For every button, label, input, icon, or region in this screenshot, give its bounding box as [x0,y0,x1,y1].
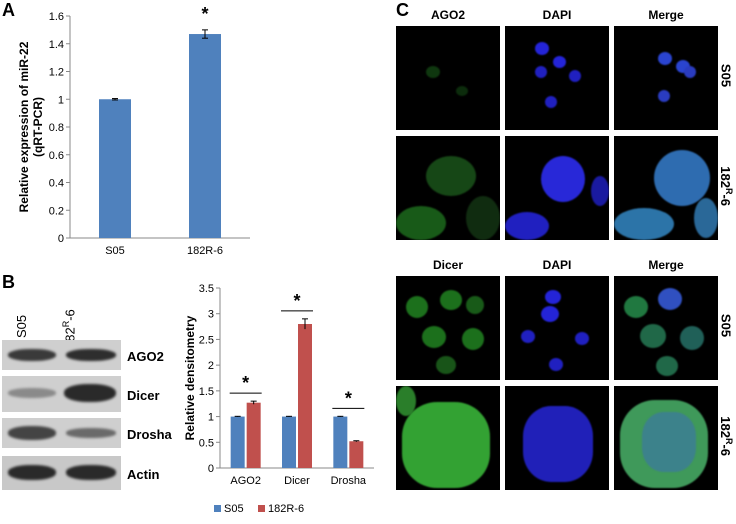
y-axis-label: Relative expression of miR-22 [17,41,31,212]
panel-letter-c: C [396,0,409,20]
mic-col-label-dicer: Dicer [432,258,464,272]
x-tick-label: Drosha [331,475,367,487]
y-axis-label: Relative densitometry [184,315,197,440]
y-tick-label: 3 [208,309,214,321]
y-tick-label: 2 [208,360,214,372]
mic-col-label-dapi-bottom: DAPI [542,258,572,272]
blot-label-ago2: AGO2 [127,349,164,364]
micrograph-ago2-s05 [396,26,500,130]
y-tick-label: 0 [208,463,214,475]
mic-col-label-dapi-top: DAPI [542,8,572,22]
bar-182r6 [349,441,364,468]
bar-182r6 [246,402,261,468]
legend-swatch [258,505,265,512]
y-tick-label: 1 [208,412,214,424]
mic-col-label-merge-top: Merge [648,8,684,22]
significance-marker: * [293,291,300,311]
x-tick-label: S05 [105,245,125,257]
y-tick-label: 0 [58,233,64,245]
blot-label-drosha: Drosha [127,427,172,442]
x-tick-label: Dicer [284,475,310,487]
significance-marker: * [242,373,249,393]
micrograph-merge-s05-bottom [614,276,718,380]
micrograph-dapi-182r6-bottom [505,386,609,490]
y-tick-label: 1 [58,94,64,106]
y-tick-label: 0.2 [49,205,64,217]
micrograph-dapi-s05-bottom [505,276,609,380]
mic-row-label-s05-bottom: S05 [718,313,734,338]
significance-marker: * [201,4,208,24]
bar-s05 [333,416,348,468]
legend-label: 182R-6 [268,503,304,515]
y-tick-label: 2.5 [199,334,214,346]
western-blot: S05 182R-6 AGO2 Dicer Drosha Actin [0,276,172,516]
micrograph-ago2-182r6 [396,136,500,240]
significance-marker: * [345,388,352,408]
y-tick-label: 1.4 [49,39,64,51]
blot-strip-actin [2,456,121,490]
y-tick-label: 3.5 [199,283,214,295]
mic-row-label-182r6-bottom: 182R-6 [717,416,735,457]
blot-strip-dicer [2,376,121,412]
micrograph-merge-s05-top [614,26,718,130]
micrograph-grid: AGO2 DAPI Merge S05 182R-6 Dicer DAPI Me… [396,0,736,524]
bar-s05 [282,416,296,468]
blot-lane-label-s05: S05 [14,314,29,338]
micrograph-dicer-182r6 [396,386,500,490]
mic-row-label-s05-top: S05 [718,63,734,88]
bar-s05 [230,416,245,468]
micrograph-dapi-s05-top [505,26,609,130]
densitometry-chart: 0 0.5 1 1.5 2 2.5 3 3.5 Relative densitometry * AG… [184,283,374,515]
legend-swatch [214,505,221,512]
y-tick-label: 1.6 [49,11,64,23]
y-tick-label: 0.4 [49,178,64,190]
y-tick-label: 1.5 [199,386,214,398]
mic-row-label-182r6-top: 182R-6 [717,166,735,207]
blot-strip-ago2 [2,340,121,370]
mirna-expression-chart: 0 0.2 0.4 0.6 0.8 1 1.2 1.4 1.6 Relative expressi… [17,4,250,257]
mic-col-label-ago2: AGO2 [430,8,465,22]
panel-letter-a: A [2,0,15,20]
blot-label-dicer: Dicer [127,388,160,403]
panel-letter-b: B [2,272,15,292]
blot-label-actin: Actin [127,467,160,482]
bar-182r6 [298,324,312,468]
mic-col-label-merge-bottom: Merge [648,258,684,272]
y-tick-label: 1.2 [49,67,64,79]
y-tick-label: 0.5 [199,437,214,449]
y-tick-label: 0.6 [49,150,64,162]
x-tick-label: 182R-6 [187,245,223,257]
x-tick-label: AGO2 [230,475,261,487]
y-tick-label: 0.8 [49,122,64,134]
bar [99,99,131,238]
bar [189,34,221,238]
blot-strip-drosha [2,418,121,448]
micrograph-dapi-182r6-top [505,136,609,240]
legend-label: S05 [224,503,244,515]
micrograph-merge-182r6-bottom [614,386,718,490]
micrograph-merge-182r6-top [614,136,718,240]
micrograph-dicer-s05 [396,276,500,380]
y-axis-label-line2: (qRT-PCR) [31,97,45,157]
